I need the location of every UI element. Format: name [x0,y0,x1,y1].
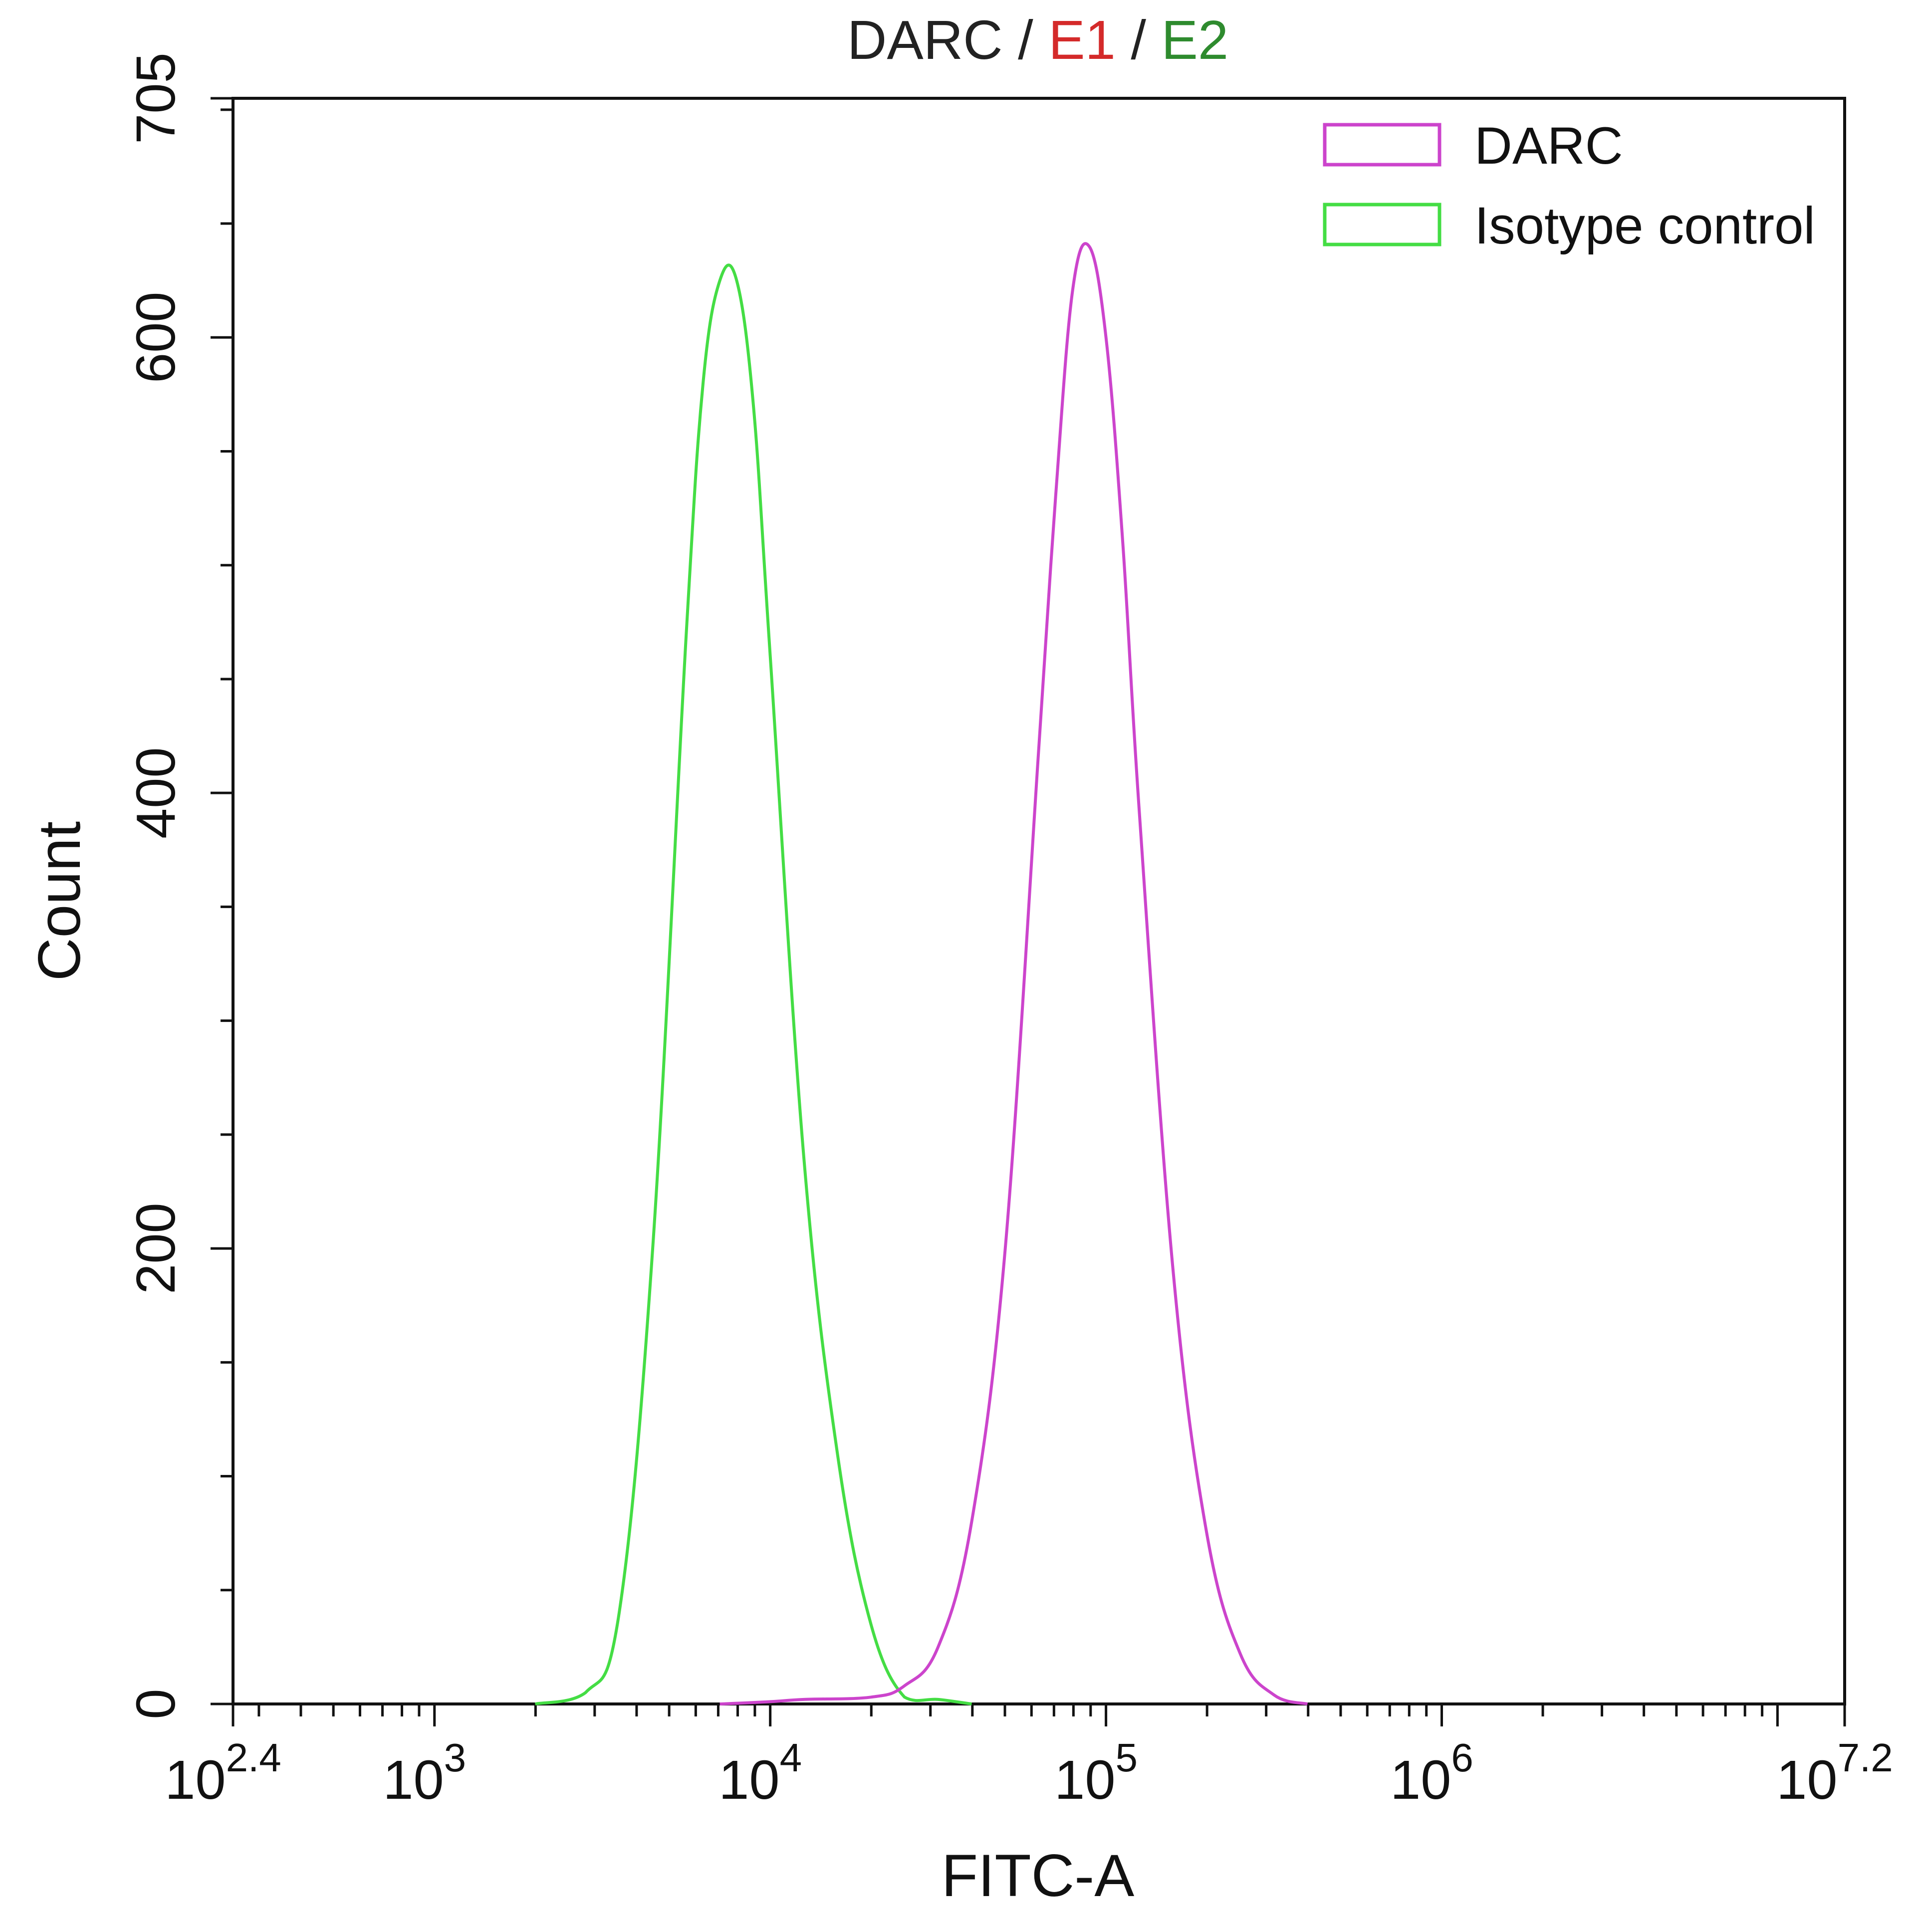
x-axis-label: FITC-A [942,1842,1135,1909]
title-part-1: / [1003,9,1049,71]
title-part-3: / [1116,9,1162,71]
title-part-4: E2 [1162,9,1229,71]
legend-label: DARC [1474,117,1623,175]
legend-label: Isotype control [1474,197,1815,255]
series-line-isotype-control [534,263,972,1705]
legend-swatch [1323,123,1441,167]
y-tick-label: 705 [125,52,187,144]
x-tick-label: 107.2 [1776,1735,1893,1811]
legend-swatch [1323,203,1441,246]
plot-frame [232,97,1846,1705]
x-tick-label: 102.4 [165,1735,281,1811]
x-tick-label: 104 [718,1735,802,1811]
x-tick-label: 103 [383,1735,466,1811]
series-line-darc [719,242,1308,1705]
legend: DARC Isotype control [1323,117,1815,255]
x-axis: 102.4 103 104 105 106 107.2 [165,1704,1893,1811]
y-axis-label: Count [26,821,93,981]
chart-title: DARC / E1 / E2 [847,9,1228,71]
y-tick-label: 400 [125,747,187,839]
title-part-0: DARC [847,9,1003,71]
y-tick-label: 0 [125,1689,187,1719]
x-tick-label: 106 [1390,1735,1473,1811]
y-tick-label: 600 [125,292,187,384]
x-tick-label: 105 [1054,1735,1138,1811]
y-tick-label: 200 [125,1203,187,1294]
title-part-2: E1 [1048,9,1116,71]
series-group [534,242,1308,1705]
y-axis: 0 200 400 600 705 [125,52,233,1719]
